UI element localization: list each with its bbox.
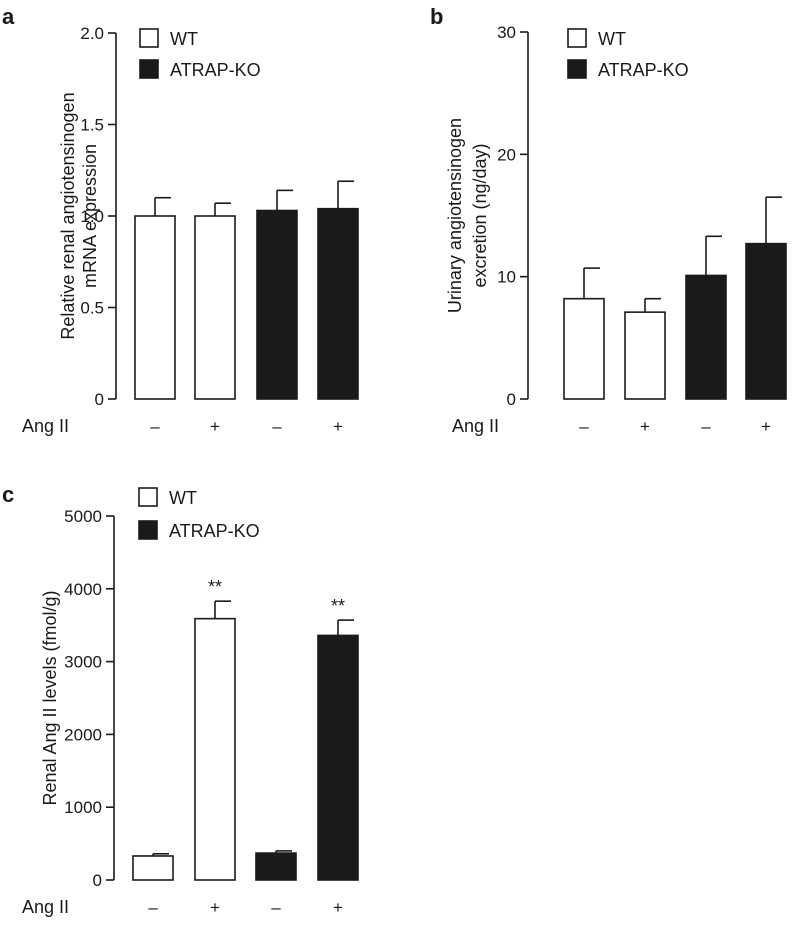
- legend-wt: WT: [138, 487, 197, 508]
- y-axis-label: excretion (ng/day): [470, 143, 490, 287]
- legend-label: WT: [170, 29, 198, 49]
- legend-atrap-ko: ATRAP-KO: [139, 59, 261, 80]
- legend-swatch: [139, 28, 159, 48]
- y-tick-label: 10: [497, 268, 516, 287]
- significance-label: **: [208, 577, 222, 597]
- bar-wt: [563, 297, 605, 400]
- y-tick-label: 0: [507, 390, 516, 409]
- y-tick-label: 30: [497, 23, 516, 42]
- legend-label: WT: [169, 488, 197, 508]
- x-tick-label: –: [272, 417, 282, 436]
- legend-swatch: [139, 59, 159, 79]
- y-tick-label: 1.0: [80, 207, 104, 226]
- panel-letter: b: [430, 4, 443, 29]
- y-axis-label: mRNA expression: [80, 144, 100, 288]
- bar-atrap-ko: [745, 242, 787, 400]
- y-tick-label: 1.5: [80, 116, 104, 135]
- bar-wt: [132, 855, 174, 881]
- legend-wt: WT: [139, 28, 198, 49]
- panel-c: c 0 1000 2000 3000 4000 5000 Renal Ang II level…: [2, 482, 359, 917]
- y-tick-label: 0.5: [80, 299, 104, 318]
- bar-wt: [194, 617, 236, 881]
- panel-b: b 0 10 20 30 Urinary angiotensinogen excretion…: [430, 4, 787, 436]
- y-tick-label: 5000: [64, 507, 102, 526]
- legend-label: WT: [598, 29, 626, 49]
- y-tick-label: 2000: [64, 725, 102, 744]
- bar-wt: [624, 311, 666, 400]
- legend-label: ATRAP-KO: [598, 60, 689, 80]
- legend-label: ATRAP-KO: [169, 521, 260, 541]
- bar-wt: [194, 215, 236, 400]
- legend-swatch: [567, 28, 587, 48]
- legend-swatch: [567, 59, 587, 79]
- x-tick-label: +: [210, 417, 220, 436]
- legend-atrap-ko: ATRAP-KO: [138, 520, 260, 541]
- panel-a: a 0 0.5 1.0 1.5 2.0 Relative renal angiotensin…: [2, 4, 359, 436]
- x-tick-label: –: [150, 417, 160, 436]
- bar-atrap-ko: [317, 634, 359, 881]
- legend-swatch: [138, 520, 158, 540]
- bar-atrap-ko: [685, 274, 727, 400]
- y-axis-label: Urinary angiotensinogen: [445, 118, 465, 313]
- x-tick-label: –: [148, 898, 158, 917]
- x-tick-label: +: [640, 417, 650, 436]
- x-tick-label: +: [333, 417, 343, 436]
- x-tick-label: –: [271, 898, 281, 917]
- x-row-label: Ang II: [22, 897, 69, 917]
- y-tick-label: 0: [93, 871, 102, 890]
- y-tick-label: 2.0: [80, 24, 104, 43]
- x-tick-label: –: [579, 417, 589, 436]
- bar-atrap-ko: [256, 209, 298, 400]
- legend-label: ATRAP-KO: [170, 60, 261, 80]
- x-tick-label: +: [333, 898, 343, 917]
- y-axis-label: Relative renal angiotensinogen: [58, 92, 78, 339]
- panel-letter: a: [2, 4, 15, 29]
- y-tick-label: 3000: [64, 653, 102, 672]
- y-tick-label: 20: [497, 145, 516, 164]
- y-axis-label: Renal Ang II levels (fmol/g): [40, 590, 60, 805]
- legend-wt: WT: [567, 28, 626, 49]
- x-tick-label: –: [701, 417, 711, 436]
- x-row-label: Ang II: [452, 416, 499, 436]
- y-tick-label: 4000: [64, 580, 102, 599]
- y-tick-label: 1000: [64, 798, 102, 817]
- panel-letter: c: [2, 482, 14, 507]
- bar-atrap-ko: [255, 852, 297, 881]
- significance-label: **: [331, 596, 345, 616]
- bar-wt: [134, 215, 176, 400]
- bar-atrap-ko: [317, 207, 359, 400]
- legend-atrap-ko: ATRAP-KO: [567, 59, 689, 80]
- legend-swatch: [138, 487, 158, 507]
- x-tick-label: +: [210, 898, 220, 917]
- x-row-label: Ang II: [22, 416, 69, 436]
- x-tick-label: +: [761, 417, 771, 436]
- y-tick-label: 0: [95, 390, 104, 409]
